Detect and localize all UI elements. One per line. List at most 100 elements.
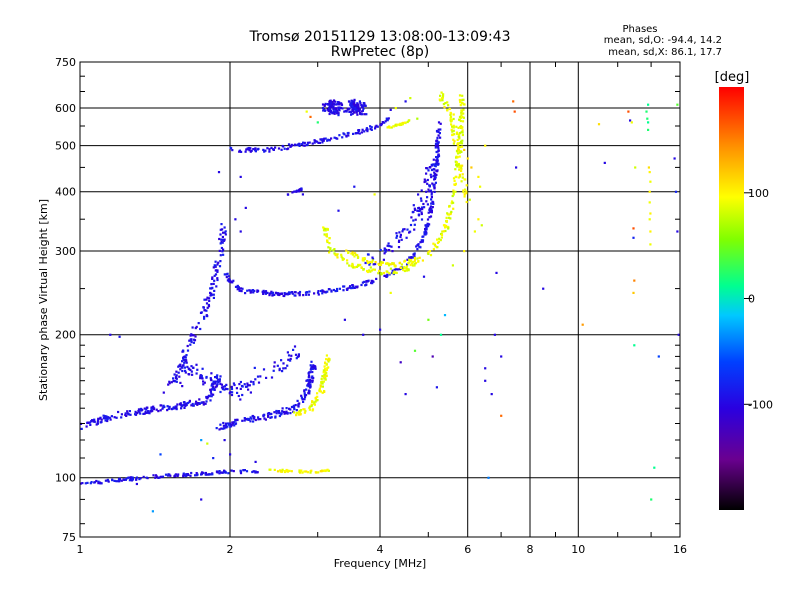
data-point bbox=[356, 132, 360, 135]
data-point bbox=[394, 124, 397, 127]
data-point bbox=[477, 175, 480, 178]
data-point bbox=[117, 410, 120, 414]
data-point bbox=[291, 191, 294, 194]
data-point bbox=[343, 110, 346, 113]
data-point bbox=[392, 272, 395, 275]
data-point bbox=[305, 293, 308, 296]
data-point bbox=[321, 292, 324, 295]
data-point bbox=[205, 400, 208, 403]
data-point bbox=[348, 110, 351, 113]
data-point bbox=[104, 419, 107, 422]
data-point bbox=[439, 333, 443, 336]
data-point bbox=[185, 359, 188, 362]
data-point bbox=[216, 269, 219, 272]
data-point bbox=[303, 398, 306, 401]
data-point bbox=[93, 481, 96, 484]
data-point bbox=[341, 258, 344, 261]
data-point bbox=[184, 371, 187, 374]
data-point bbox=[270, 291, 274, 295]
data-point bbox=[432, 202, 435, 205]
data-point bbox=[134, 410, 137, 413]
data-point bbox=[431, 206, 434, 209]
data-point bbox=[238, 383, 241, 386]
data-point bbox=[355, 111, 358, 114]
data-point bbox=[389, 267, 392, 270]
data-point bbox=[190, 471, 193, 475]
data-point bbox=[320, 289, 323, 293]
data-point bbox=[143, 412, 146, 415]
data-point bbox=[435, 156, 438, 159]
data-point bbox=[168, 380, 171, 383]
data-point bbox=[429, 210, 432, 213]
data-point bbox=[371, 282, 374, 285]
data-point bbox=[393, 268, 396, 271]
data-point bbox=[427, 318, 430, 321]
data-point bbox=[369, 266, 372, 269]
data-point bbox=[437, 240, 440, 243]
data-point bbox=[412, 219, 415, 222]
data-point bbox=[264, 418, 267, 421]
data-point bbox=[287, 147, 290, 150]
data-point bbox=[430, 168, 434, 172]
data-point bbox=[379, 263, 383, 266]
data-point bbox=[452, 113, 455, 116]
data-point bbox=[384, 120, 387, 123]
data-point bbox=[413, 264, 416, 267]
data-point bbox=[243, 383, 246, 386]
data-point bbox=[430, 176, 433, 179]
data-point bbox=[458, 133, 461, 136]
data-point bbox=[212, 393, 215, 396]
data-point bbox=[357, 264, 360, 267]
data-point bbox=[103, 416, 106, 420]
data-point bbox=[273, 293, 276, 296]
data-point bbox=[213, 289, 216, 292]
data-point bbox=[283, 292, 286, 295]
data-point bbox=[220, 238, 223, 241]
data-point bbox=[439, 128, 442, 131]
data-point bbox=[451, 264, 454, 267]
data-point bbox=[293, 345, 297, 348]
data-point bbox=[436, 136, 439, 139]
data-point bbox=[435, 139, 438, 142]
data-point bbox=[207, 394, 211, 397]
data-point bbox=[224, 233, 227, 236]
data-point bbox=[284, 367, 287, 370]
data-point bbox=[208, 297, 211, 300]
data-point bbox=[325, 374, 328, 377]
data-point bbox=[370, 128, 373, 131]
data-point bbox=[249, 291, 252, 294]
data-point bbox=[252, 415, 255, 418]
data-point bbox=[302, 294, 305, 297]
data-point bbox=[300, 469, 303, 472]
data-point bbox=[164, 473, 168, 476]
data-points bbox=[79, 91, 680, 513]
data-point bbox=[432, 168, 435, 171]
data-point bbox=[303, 141, 306, 144]
data-point bbox=[177, 365, 180, 368]
data-point bbox=[311, 366, 314, 369]
data-point bbox=[359, 263, 362, 266]
data-point bbox=[150, 407, 153, 411]
data-point bbox=[262, 148, 265, 151]
data-point bbox=[385, 270, 388, 273]
data-point bbox=[649, 212, 652, 215]
data-point bbox=[459, 125, 463, 128]
data-point bbox=[198, 402, 201, 405]
data-point bbox=[263, 413, 266, 416]
data-point bbox=[360, 104, 363, 107]
data-point bbox=[414, 218, 417, 221]
data-point bbox=[398, 268, 401, 271]
data-point bbox=[373, 193, 376, 196]
data-point bbox=[297, 405, 300, 408]
data-point bbox=[207, 303, 210, 307]
data-point bbox=[202, 403, 205, 406]
data-point bbox=[273, 411, 276, 414]
data-point bbox=[650, 498, 653, 501]
data-point bbox=[390, 245, 393, 248]
data-point bbox=[388, 249, 391, 252]
data-point bbox=[316, 399, 319, 402]
data-point bbox=[324, 378, 327, 381]
data-point bbox=[186, 365, 189, 368]
data-point bbox=[320, 377, 323, 380]
colorbar-tick-label: 100 bbox=[748, 187, 769, 200]
